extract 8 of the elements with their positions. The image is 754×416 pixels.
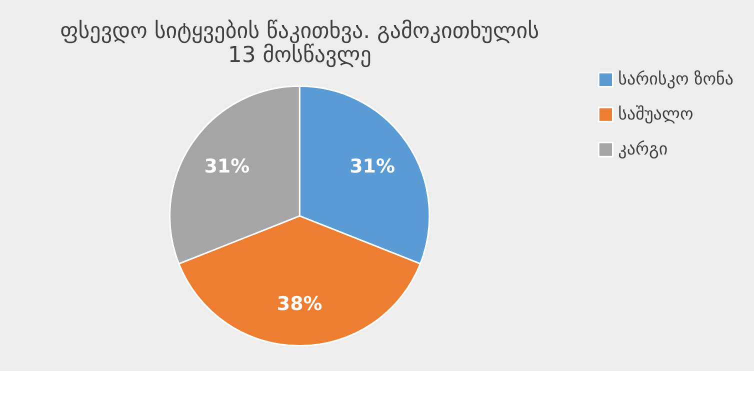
legend-label: კარგი [618,140,668,160]
data-label: 38% [276,292,322,315]
legend-label: საშუალო [618,104,694,125]
text: ფსევდო სიტყვების წაკითხვა. გამოკითხულის [60,19,540,44]
text: 13 მოსწავლე [228,43,372,68]
legend-label: სარისკო ზონა [618,70,734,90]
data-label: 31% [204,156,250,178]
data-label: 31% [350,156,395,178]
